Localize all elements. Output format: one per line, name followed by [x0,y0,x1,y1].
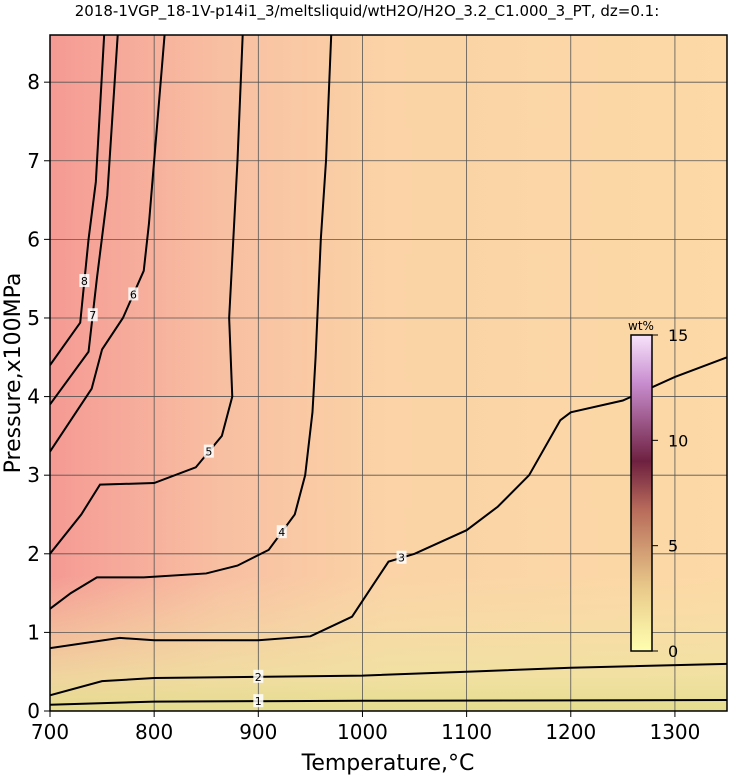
contour-label-bg [253,694,264,708]
colorbar-tick-label: 0 [668,642,678,661]
y-tick-label: 0 [27,699,40,723]
contour-line [50,35,244,555]
contour-label-bg [87,308,98,322]
x-tick-label: 700 [31,720,69,744]
y-tick-label: 7 [27,149,40,173]
y-tick-label: 3 [27,463,40,487]
x-tick-label: 1300 [649,720,700,744]
contour-label-bg [128,287,139,301]
contour-label: 2 [255,671,262,684]
contour-label: 3 [398,552,405,565]
contour-line [50,356,727,650]
plot-area: 1 2 3 4 5 6 7 8 [50,35,727,711]
contour-label-bg [203,444,214,458]
x-tick-label: 900 [239,720,277,744]
contour-label-bg [396,550,407,564]
contour-line [50,35,106,366]
colorbar-tick-label: 10 [668,431,688,450]
contour-label: 1 [255,695,262,708]
contour-label: 4 [278,526,285,539]
y-tick-label: 4 [27,385,40,409]
colorbar-tick-label: 15 [668,326,688,345]
background-shade [50,35,727,711]
colorbar-tick-label: 5 [668,537,678,556]
contour-label-bg [79,274,90,288]
chart-title: 2018-1VGP_18-1V-p14i1_3/meltsliquid/wtH2… [75,2,660,21]
colorbar-label: wt% [628,319,654,333]
frame [49,34,728,712]
contour-label: 6 [130,288,137,301]
x-tick-label: 1200 [545,720,596,744]
colorbar [630,334,653,652]
y-tick-label: 5 [27,306,40,330]
contour-line [50,35,119,406]
y-axis-label: Pressure,x100MPa [1,273,26,474]
x-tick-label: 800 [135,720,173,744]
y-tick-label: 2 [27,542,40,566]
y-tick-label: 6 [27,227,40,251]
contour-line [50,662,727,697]
x-tick-label: 1000 [337,720,388,744]
x-tick-label: 1100 [441,720,492,744]
contour-label: 5 [205,446,212,459]
contour-label: 8 [81,275,88,288]
contour-label: 7 [89,309,96,322]
x-axis-label: Temperature,°C [301,751,475,776]
contour-label-bg [276,525,287,539]
contour-label-bg [253,669,264,683]
y-tick-label: 1 [27,620,40,644]
y-tick-label: 8 [27,70,40,94]
